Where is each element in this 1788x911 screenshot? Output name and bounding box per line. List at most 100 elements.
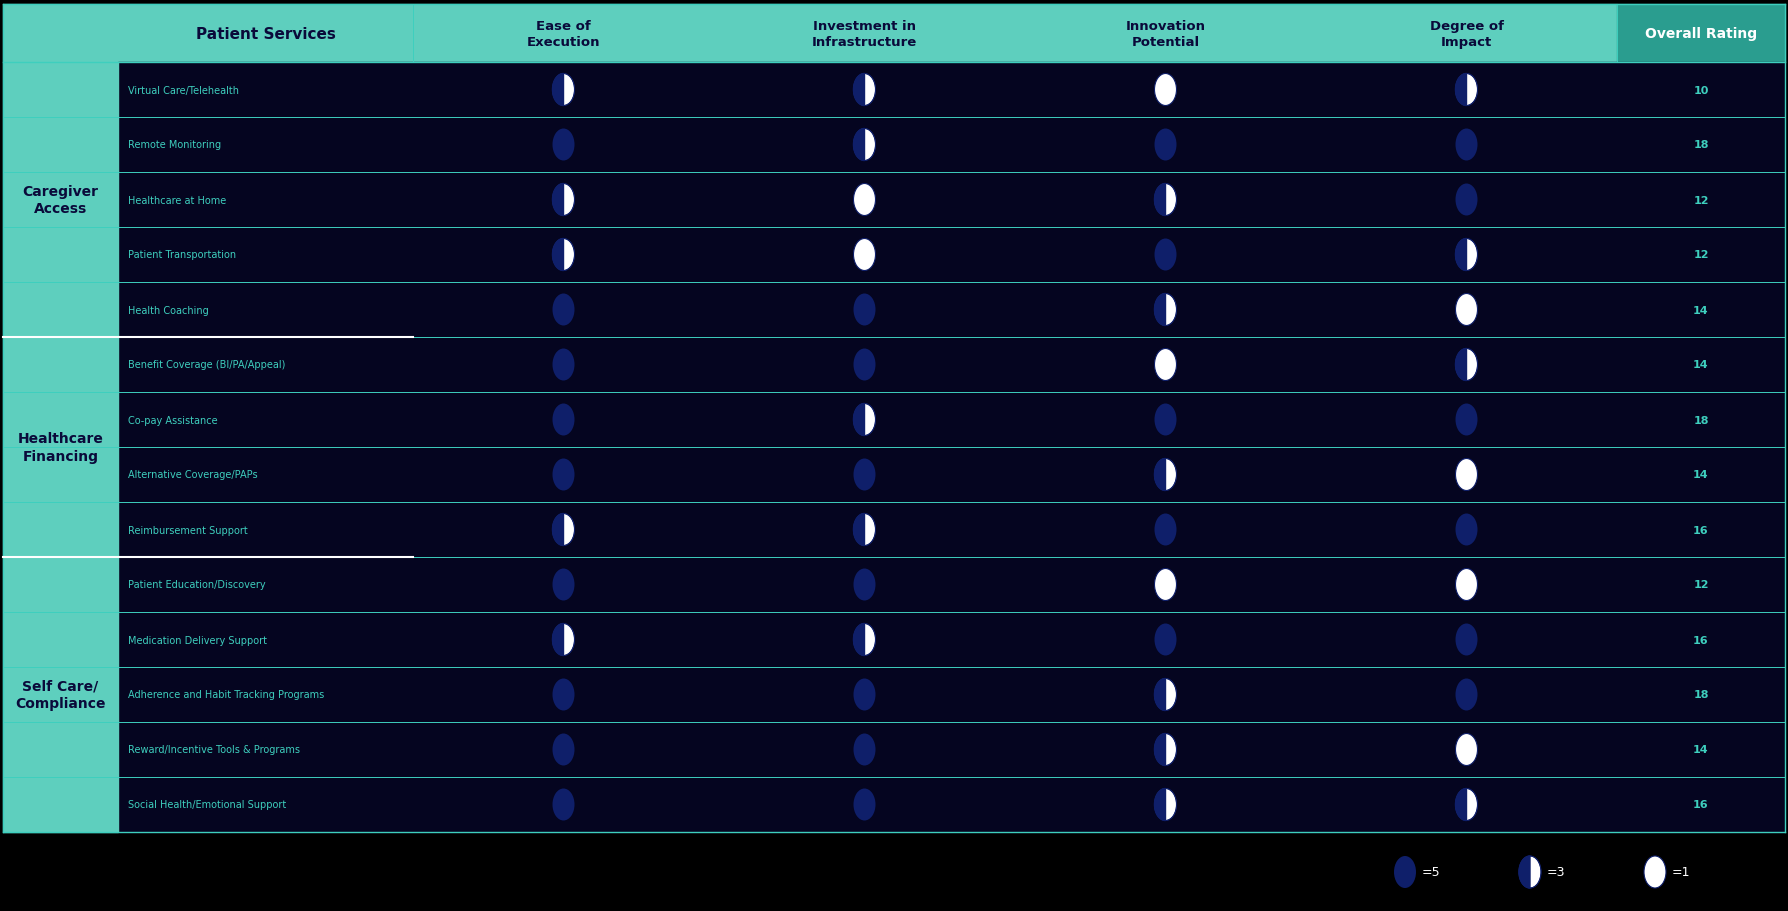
Ellipse shape <box>1155 240 1177 271</box>
Ellipse shape <box>1455 129 1477 161</box>
Ellipse shape <box>853 568 876 601</box>
Text: Reimbursement Support: Reimbursement Support <box>129 525 249 535</box>
Text: 12: 12 <box>1693 580 1709 589</box>
Polygon shape <box>853 624 865 656</box>
Ellipse shape <box>552 459 574 491</box>
Polygon shape <box>552 624 563 656</box>
Bar <box>118 558 1784 612</box>
Polygon shape <box>552 514 563 546</box>
Text: 18: 18 <box>1693 690 1709 700</box>
Polygon shape <box>1520 856 1531 888</box>
Polygon shape <box>1155 789 1166 821</box>
Ellipse shape <box>1455 679 1477 711</box>
Polygon shape <box>853 514 865 546</box>
Ellipse shape <box>1455 240 1477 271</box>
Ellipse shape <box>552 294 574 326</box>
Ellipse shape <box>1455 75 1477 107</box>
Polygon shape <box>552 75 563 107</box>
Text: Co-pay Assistance: Co-pay Assistance <box>129 415 218 425</box>
Bar <box>118 338 1784 393</box>
Text: Reward/Incentive Tools & Programs: Reward/Incentive Tools & Programs <box>129 744 300 754</box>
Text: Health Coaching: Health Coaching <box>129 305 209 315</box>
Text: Degree of
Impact: Degree of Impact <box>1429 19 1504 48</box>
Text: =1: =1 <box>1672 865 1690 878</box>
Ellipse shape <box>552 624 574 656</box>
Bar <box>118 612 1784 667</box>
Ellipse shape <box>853 240 876 271</box>
Polygon shape <box>853 75 865 107</box>
Ellipse shape <box>853 129 876 161</box>
Text: 18: 18 <box>1693 140 1709 150</box>
Ellipse shape <box>853 349 876 381</box>
Bar <box>118 228 1784 282</box>
Text: Adherence and Habit Tracking Programs: Adherence and Habit Tracking Programs <box>129 690 324 700</box>
Text: Caregiver
Access: Caregiver Access <box>23 185 98 216</box>
Text: 14: 14 <box>1693 360 1709 370</box>
Polygon shape <box>552 240 563 271</box>
Ellipse shape <box>1155 459 1177 491</box>
Ellipse shape <box>552 789 574 821</box>
Text: Investment in
Infrastructure: Investment in Infrastructure <box>812 19 917 48</box>
Ellipse shape <box>1455 733 1477 765</box>
Bar <box>4 5 1616 63</box>
Ellipse shape <box>1455 349 1477 381</box>
Text: Patient Services: Patient Services <box>195 26 336 42</box>
Text: Social Health/Emotional Support: Social Health/Emotional Support <box>129 800 286 810</box>
Ellipse shape <box>1455 514 1477 546</box>
Ellipse shape <box>552 349 574 381</box>
Ellipse shape <box>1155 789 1177 821</box>
Text: 18: 18 <box>1693 415 1709 425</box>
Ellipse shape <box>1455 404 1477 436</box>
Ellipse shape <box>853 459 876 491</box>
Text: 16: 16 <box>1693 525 1709 535</box>
Ellipse shape <box>853 789 876 821</box>
Text: Self Care/
Compliance: Self Care/ Compliance <box>16 679 105 711</box>
Ellipse shape <box>1455 184 1477 216</box>
Text: 14: 14 <box>1693 470 1709 480</box>
Bar <box>118 667 1784 722</box>
Ellipse shape <box>1155 679 1177 711</box>
Bar <box>118 503 1784 558</box>
Text: Overall Rating: Overall Rating <box>1645 27 1758 41</box>
Polygon shape <box>1155 679 1166 711</box>
Bar <box>118 282 1784 338</box>
Bar <box>4 558 118 832</box>
Ellipse shape <box>1155 75 1177 107</box>
Ellipse shape <box>1395 856 1416 888</box>
Ellipse shape <box>1520 856 1541 888</box>
Ellipse shape <box>853 733 876 765</box>
Ellipse shape <box>853 184 876 216</box>
Ellipse shape <box>1455 789 1477 821</box>
Bar <box>118 722 1784 777</box>
Text: Innovation
Potential: Innovation Potential <box>1125 19 1205 48</box>
Bar <box>118 63 1784 118</box>
Text: 12: 12 <box>1693 251 1709 261</box>
Ellipse shape <box>552 129 574 161</box>
Text: Remote Monitoring: Remote Monitoring <box>129 140 222 150</box>
Bar <box>4 63 118 338</box>
Text: Alternative Coverage/PAPs: Alternative Coverage/PAPs <box>129 470 257 480</box>
Ellipse shape <box>1643 856 1666 888</box>
Text: Benefit Coverage (BI/PA/Appeal): Benefit Coverage (BI/PA/Appeal) <box>129 360 286 370</box>
Bar <box>1616 5 1784 63</box>
Ellipse shape <box>1155 514 1177 546</box>
Text: Medication Delivery Support: Medication Delivery Support <box>129 635 266 645</box>
Text: 12: 12 <box>1693 195 1709 205</box>
Text: 14: 14 <box>1693 305 1709 315</box>
Bar <box>118 777 1784 832</box>
Text: Patient Transportation: Patient Transportation <box>129 251 236 261</box>
Text: Ease of
Execution: Ease of Execution <box>527 19 601 48</box>
Ellipse shape <box>1155 294 1177 326</box>
Ellipse shape <box>1155 568 1177 601</box>
Text: 14: 14 <box>1693 744 1709 754</box>
Polygon shape <box>853 129 865 161</box>
Ellipse shape <box>853 75 876 107</box>
Ellipse shape <box>1155 404 1177 436</box>
Polygon shape <box>1455 75 1466 107</box>
Bar <box>4 338 118 558</box>
Text: Patient Education/Discovery: Patient Education/Discovery <box>129 580 266 589</box>
Text: 16: 16 <box>1693 635 1709 645</box>
Polygon shape <box>1155 294 1166 326</box>
Ellipse shape <box>552 679 574 711</box>
Ellipse shape <box>1455 568 1477 601</box>
